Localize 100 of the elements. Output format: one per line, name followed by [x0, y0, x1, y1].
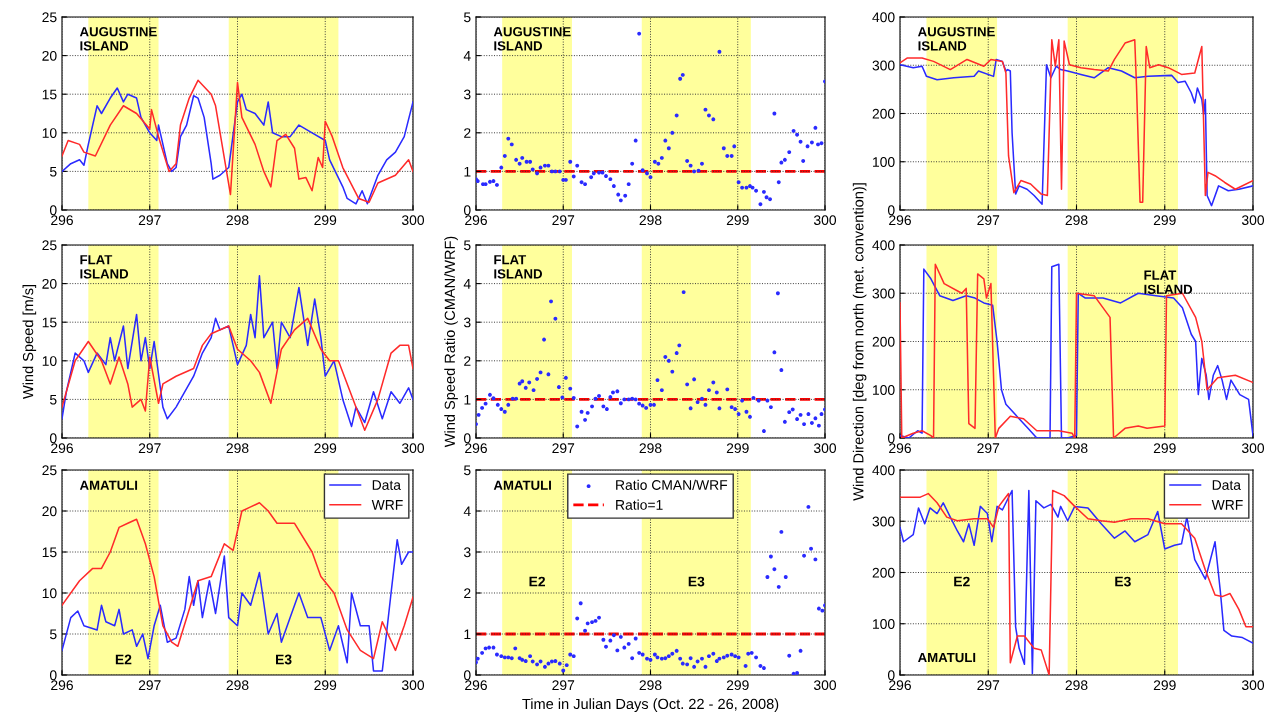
legend-label: WRF [1211, 500, 1243, 510]
legend-label: Data [1212, 480, 1241, 490]
y-tick-label: 15 [42, 89, 57, 100]
y-tick-label: 4 [463, 51, 471, 61]
x-tick-label: 298 [1065, 215, 1088, 226]
x-tick-label: 300 [401, 443, 425, 454]
line-series [62, 317, 413, 432]
y-tick-label: 2 [464, 356, 471, 366]
y-tick-label: 0 [463, 205, 471, 216]
y-tick-label: 200 [872, 108, 895, 119]
x-tick-label: 297 [977, 443, 1000, 454]
y-tick-label: 0 [463, 433, 471, 444]
x-tick-label: 297 [138, 443, 161, 454]
y-tick-label: 300 [872, 288, 895, 299]
y-tick-label: 100 [873, 157, 895, 167]
x-tick-label: 300 [1241, 443, 1265, 454]
x-tick-label: 298 [226, 680, 249, 691]
band-label: E2 [115, 654, 132, 665]
band-label: E3 [688, 576, 705, 587]
x-tick-label: 297 [977, 680, 1000, 691]
x-tick-label: 299 [1153, 680, 1176, 691]
band-label: E3 [1115, 576, 1131, 587]
x-tick-label: 299 [1153, 443, 1176, 454]
x-axis-title: Time in Julian Days (Oct. 22 - 26, 2008) [522, 698, 779, 712]
annotation: FLAT ISLAND [1144, 270, 1193, 294]
x-tick-label: 300 [1241, 215, 1265, 226]
band-label: E2 [529, 576, 546, 587]
y-tick-label: 4 [463, 506, 471, 517]
y-tick-label: 3 [463, 547, 471, 558]
y-tick-label: 20 [42, 278, 57, 289]
annotation: AUGUSTINE ISLAND [493, 27, 571, 51]
y-tick-label: 20 [42, 506, 57, 517]
x-tick-label: 296 [889, 215, 911, 226]
y-tick-label: 20 [42, 50, 57, 61]
x-tick-label: 300 [813, 680, 837, 691]
legend-label: Ratio=1 [616, 499, 663, 510]
y-tick-label: 25 [42, 12, 57, 23]
y-tick-label: 5 [463, 465, 471, 476]
y-tick-label: 0 [887, 670, 895, 681]
legend-label: Data [372, 480, 401, 490]
y-tick-label: 100 [873, 619, 895, 629]
y-tick-label: 5 [49, 629, 57, 640]
annotation: AUGUSTINE ISLAND [917, 27, 995, 51]
x-tick-label: 298 [226, 215, 249, 226]
x-tick-label: 296 [465, 443, 487, 454]
x-tick-label: 298 [226, 443, 249, 454]
y-tick-label: 3 [463, 89, 471, 100]
y-tick-label: 15 [42, 547, 57, 558]
y-axis-title: Wind Speed Ratio (CMAN/WRF) [444, 236, 458, 448]
y-tick-label: 1 [464, 394, 471, 405]
x-tick-label: 297 [138, 680, 161, 691]
y-tick-label: 400 [872, 465, 895, 476]
annotation: AMATULI [917, 652, 976, 663]
y-tick-label: 1 [464, 629, 471, 640]
x-tick-label: 298 [639, 215, 662, 226]
x-tick-label: 297 [977, 215, 1000, 226]
x-tick-label: 296 [889, 443, 911, 454]
x-tick-label: 297 [552, 680, 575, 691]
y-tick-label: 0 [49, 205, 57, 216]
y-tick-label: 100 [873, 385, 895, 395]
x-tick-label: 299 [1153, 215, 1176, 226]
band-label: E3 [276, 654, 292, 665]
y-tick-label: 200 [872, 567, 895, 578]
x-tick-label: 299 [726, 215, 749, 226]
x-tick-label: 299 [314, 443, 337, 454]
x-tick-label: 300 [1241, 680, 1265, 691]
x-tick-label: 298 [1065, 443, 1088, 454]
y-tick-label: 5 [463, 240, 471, 251]
y-tick-label: 5 [49, 166, 57, 177]
annotation: FLAT ISLAND [494, 255, 543, 279]
x-tick-label: 299 [314, 680, 337, 691]
y-tick-label: 10 [42, 356, 57, 366]
y-tick-label: 2 [464, 128, 471, 138]
y-tick-label: 0 [887, 433, 895, 444]
x-tick-label: 296 [465, 215, 487, 226]
y-tick-label: 200 [872, 336, 895, 347]
y-tick-label: 0 [49, 670, 57, 681]
x-tick-label: 298 [1065, 680, 1088, 691]
y-tick-label: 15 [42, 317, 57, 328]
y-tick-label: 1 [464, 166, 471, 177]
y-tick-label: 4 [463, 279, 471, 289]
y-tick-label: 10 [42, 128, 57, 138]
x-tick-label: 300 [401, 215, 425, 226]
x-tick-label: 298 [639, 443, 662, 454]
x-tick-label: 300 [401, 680, 425, 691]
x-tick-label: 296 [51, 215, 73, 226]
annotation: AMATULI [493, 480, 551, 490]
y-tick-label: 5 [49, 394, 57, 405]
x-tick-label: 296 [51, 443, 73, 454]
legend-label: WRF [371, 500, 403, 510]
x-tick-label: 297 [138, 215, 161, 226]
x-tick-label: 299 [726, 443, 749, 454]
x-tick-label: 297 [552, 443, 575, 454]
y-tick-label: 2 [464, 588, 471, 599]
y-tick-label: 5 [463, 12, 471, 23]
y-tick-label: 0 [887, 205, 895, 216]
y-tick-label: 0 [49, 433, 57, 444]
legend-label: Ratio CMAN/WRF [616, 479, 728, 490]
y-tick-label: 400 [872, 240, 895, 251]
annotation: FLAT ISLAND [80, 255, 129, 279]
